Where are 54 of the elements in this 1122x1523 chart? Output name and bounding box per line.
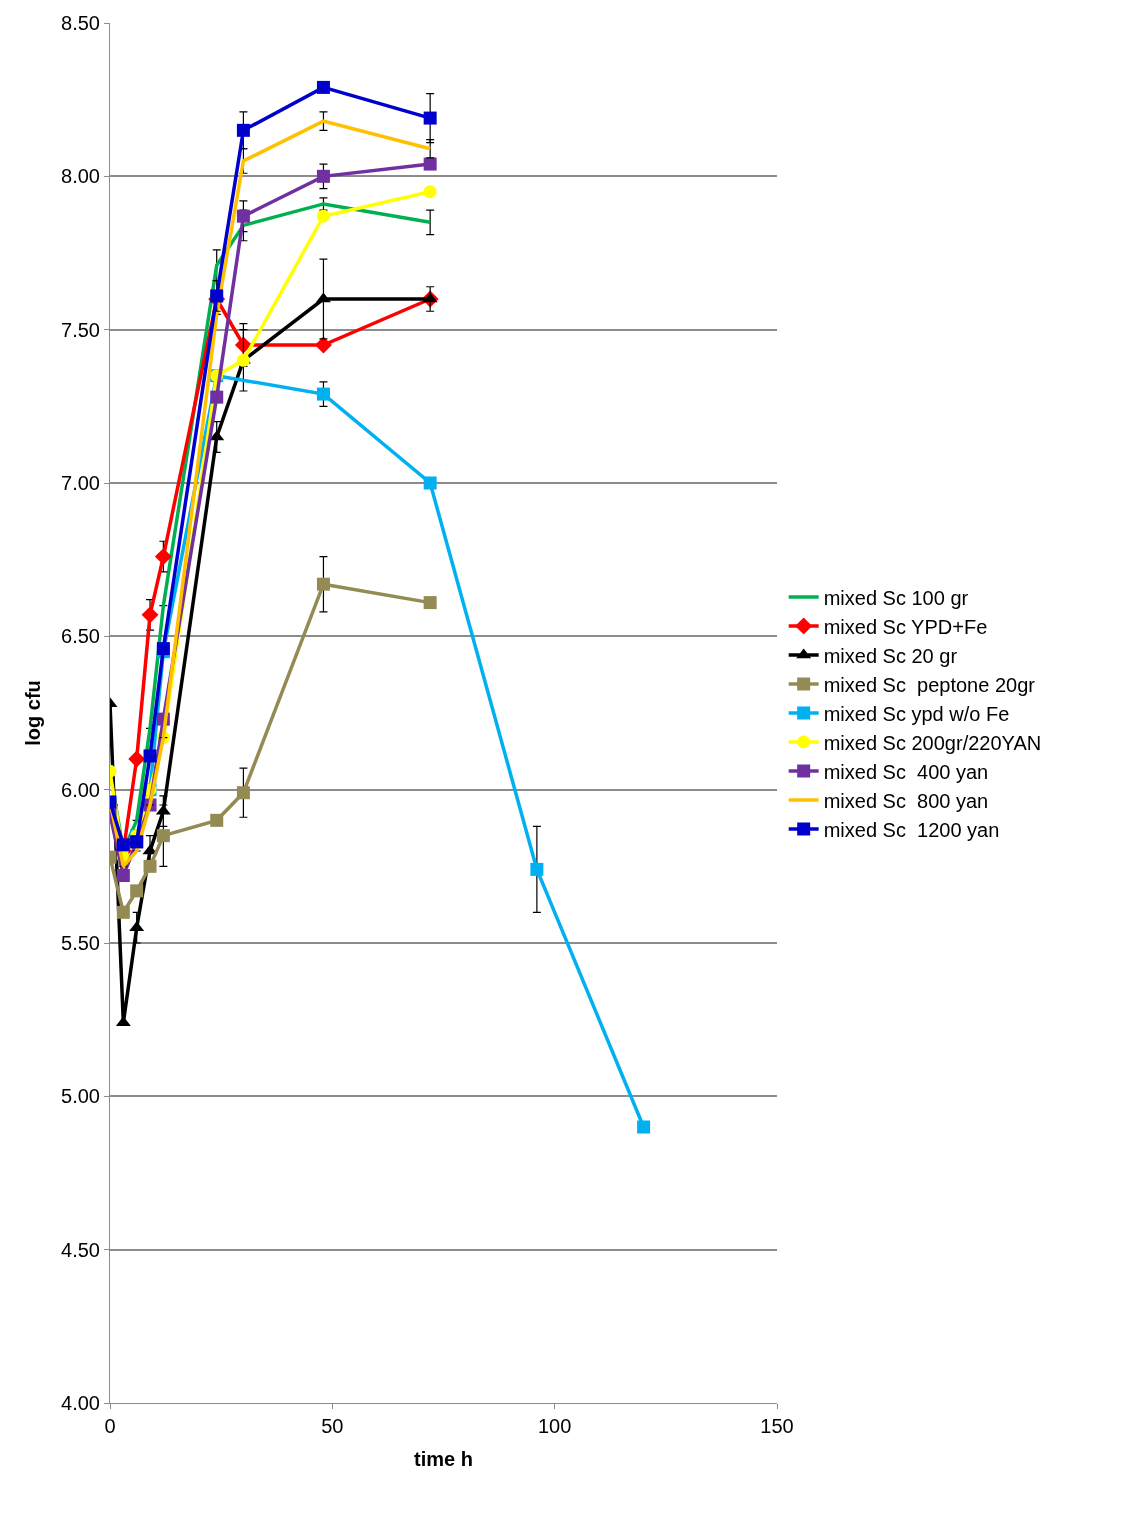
x-tick-label: 50 [321,1415,344,1437]
point [210,813,224,827]
point [116,869,130,883]
legend-label: mixed Sc 200gr/220YAN [823,731,1042,754]
point [116,905,130,919]
y-tick-label: 6.00 [61,778,100,801]
legend-label: mixed Sc 100 gr [823,586,969,609]
x-tick-label: 0 [104,1415,116,1437]
point [423,185,437,199]
point [423,476,437,490]
y-tick-label: 4.50 [61,1238,100,1261]
y-tick-label: 7.50 [61,318,100,341]
y-tick-label: 8.50 [61,12,100,34]
legend-label: mixed Sc 400 yan [823,760,989,783]
point [316,80,330,94]
point [210,289,224,303]
legend-label: mixed Sc peptone 20gr [823,673,1036,696]
point [316,209,330,223]
point [236,786,250,800]
point [530,862,544,876]
point [156,829,170,843]
point [316,387,330,401]
point [154,548,172,566]
point [316,169,330,183]
point [236,209,250,223]
legend-label: mixed Sc 1200 yan [823,818,1000,841]
x-tick-label: 150 [760,1415,794,1437]
x-axis-title: time h [414,1447,473,1470]
legend-label: mixed Sc 20 gr [823,644,958,667]
y-tick-label: 4.00 [61,1392,100,1414]
point [423,111,437,125]
y-tick-label: 6.50 [61,625,100,648]
point [314,336,332,354]
y-tick-label: 5.00 [61,1085,100,1108]
point [236,123,250,137]
point [423,157,437,171]
x-tick-label: 100 [537,1415,572,1437]
point [423,596,437,610]
point [141,606,159,624]
point [143,859,157,873]
legend-label: mixed Sc 800 yan [823,789,989,812]
y-axis-title: log cfu [21,680,44,746]
y-tick-label: 5.50 [61,932,100,954]
point [130,884,144,898]
y-tick-label: 8.00 [61,165,100,188]
point [128,750,146,768]
point [116,838,130,852]
point [210,390,224,404]
legend-label: mixed Sc ypd w/o Fe [823,702,1010,725]
legend-label: mixed Sc YPD+Fe [823,615,988,638]
y-tick-label: 7.00 [61,472,100,494]
point [143,749,157,763]
point [316,577,330,591]
point [637,1120,651,1134]
